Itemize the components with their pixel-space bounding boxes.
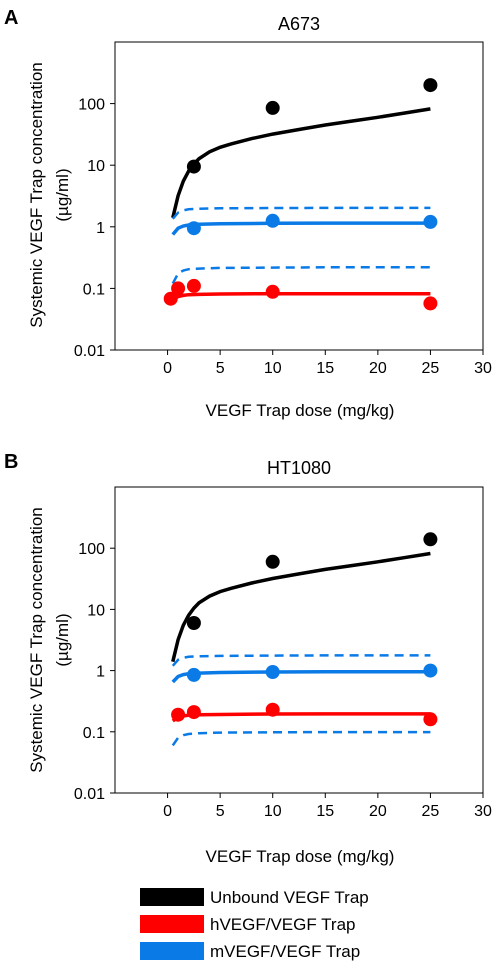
x-tick-label-b: 0 [163, 803, 172, 820]
y-tick-label-a: 1 [96, 220, 105, 237]
unbound-vegf-trap-point-a [186, 159, 201, 174]
panel-title-a: A673 [278, 14, 320, 34]
legend-swatch-mouse [140, 942, 204, 960]
x-tick-label-a: 25 [422, 360, 440, 377]
y-axis-label-b-line2: (µg/ml) [53, 613, 72, 666]
mvegf-vegf-trap-point-a [423, 214, 438, 229]
y-axis-label-b-line1: Systemic VEGF Trap concentration [27, 507, 46, 773]
unbound-vegf-trap-point-a [265, 100, 280, 115]
plot-frame-b [114, 486, 484, 794]
x-tick-label-a: 10 [264, 360, 282, 377]
mvegf-vegf-trap-point-b [423, 663, 438, 678]
plot-frame-a [114, 41, 484, 351]
y-tick-label-a: 0.1 [83, 281, 105, 298]
panel-b: B HT1080 Systemic VEGF Trap concentratio… [4, 451, 492, 866]
y-tick-label-a: 100 [78, 97, 105, 114]
panel-label-a: A [4, 7, 18, 29]
hvegf-vegf-trap-point-b [265, 702, 280, 717]
unbound-vegf-trap-point-a [423, 78, 438, 93]
panel-title-b: HT1080 [267, 458, 331, 478]
x-axis-label-a: VEGF Trap dose (mg/kg) [206, 401, 395, 420]
x-tick-label-a: 20 [369, 360, 387, 377]
hvegf-vegf-trap-point-a [423, 296, 438, 311]
x-tick-label-b: 5 [216, 803, 225, 820]
x-tick-label-b: 10 [264, 803, 282, 820]
y-tick-label-a: 0.01 [74, 343, 105, 360]
x-tick-label-a: 30 [474, 360, 492, 377]
y-tick-label-b: 0.01 [74, 786, 105, 803]
hvegf-vegf-trap-point-b [186, 705, 201, 720]
y-tick-label-b: 10 [87, 602, 105, 619]
mvegf-vegf-trap-line-b [171, 669, 431, 684]
panel-a: A A673 Systemic VEGF Trap concentration … [4, 7, 492, 420]
mvegf-vegf-trap-point-b [186, 667, 201, 682]
mvegf-vegf-trap-dashed-b [171, 654, 431, 667]
x-tick-label-b: 30 [474, 803, 492, 820]
y-axis-label-a-line2: (µg/ml) [53, 168, 72, 221]
mvegf-vegf-trap-point-b [265, 665, 280, 679]
hvegf-vegf-trap-point-a [163, 291, 178, 306]
unbound-vegf-trap-point-b [265, 554, 280, 569]
y-tick-label-b: 100 [78, 541, 105, 558]
mvegf-vegf-trap-point-a [186, 221, 201, 236]
plot-area-b: 0 5 10 15 20 25 30 0.01 0.1 1 10 100 [74, 532, 492, 820]
panel-label-b: B [4, 451, 18, 473]
legend-swatch-unbound [140, 888, 204, 906]
hvegf-vegf-trap-point-a [265, 284, 280, 299]
x-tick-label-a: 5 [216, 360, 225, 377]
mvegf-vegf-trap-line-a [171, 221, 431, 236]
legend-label-mouse: mVEGF/VEGF Trap [210, 942, 360, 961]
mvegf-vegf-trap-dashed-b [171, 730, 431, 747]
mvegf-vegf-trap-dashed-a [171, 266, 431, 285]
hvegf-vegf-trap-point-a [186, 278, 201, 293]
legend-label-human: hVEGF/VEGF Trap [210, 915, 356, 934]
x-axis-label-b: VEGF Trap dose (mg/kg) [206, 847, 395, 866]
y-tick-label-b: 1 [96, 664, 105, 681]
unbound-vegf-trap-point-b [186, 616, 201, 630]
y-tick-label-b: 0.1 [83, 725, 105, 742]
y-axis-label-a-line1: Systemic VEGF Trap concentration [27, 62, 46, 328]
legend-label-unbound: Unbound VEGF Trap [210, 888, 369, 907]
x-tick-label-a: 15 [316, 360, 334, 377]
mvegf-vegf-trap-dashed-a [171, 206, 431, 220]
hvegf-vegf-trap-point-a [171, 281, 186, 296]
unbound-vegf-trap-point-b [423, 532, 438, 547]
x-tick-label-b: 15 [316, 803, 334, 820]
hvegf-vegf-trap-point-b [171, 707, 186, 722]
hvegf-vegf-trap-line-b [171, 712, 431, 723]
x-tick-label-a: 0 [163, 360, 172, 377]
y-tick-label-a: 10 [87, 158, 105, 175]
x-tick-label-b: 25 [422, 803, 440, 820]
plot-area-a: 0 5 10 15 20 25 30 0.01 0.1 1 10 100 [74, 78, 492, 377]
unbound-vegf-trap-line-b [171, 551, 431, 663]
hvegf-vegf-trap-point-b [423, 712, 438, 727]
x-tick-label-b: 20 [369, 803, 387, 820]
unbound-vegf-trap-line-a [171, 107, 431, 219]
hvegf-vegf-trap-line-a [171, 291, 431, 302]
legend-swatch-human [140, 915, 204, 933]
mvegf-vegf-trap-point-a [265, 213, 280, 228]
legend: Unbound VEGF Trap hVEGF/VEGF Trap mVEGF/… [140, 888, 369, 961]
